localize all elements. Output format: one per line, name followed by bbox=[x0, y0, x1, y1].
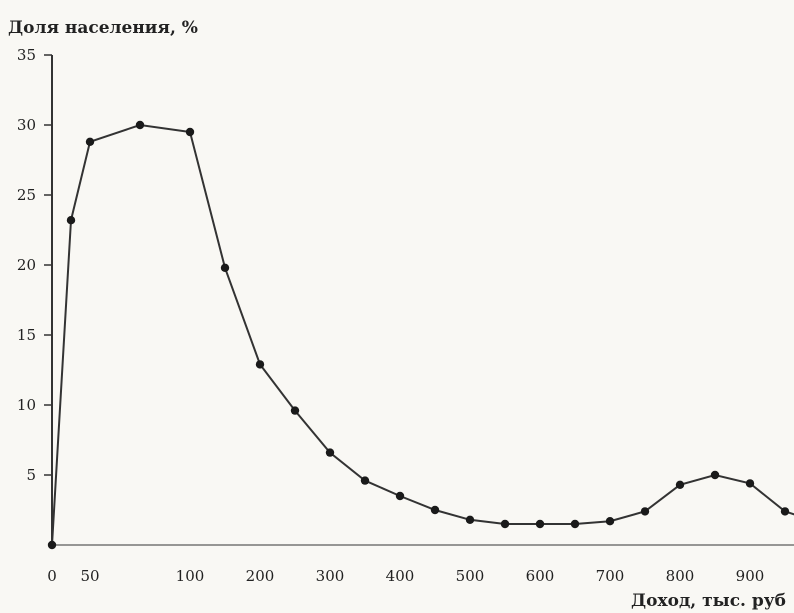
y-tick-label: 35 bbox=[17, 46, 36, 64]
data-point bbox=[675, 480, 685, 489]
y-tick-label: 5 bbox=[26, 466, 36, 484]
data-point bbox=[640, 507, 650, 516]
data-point bbox=[500, 519, 510, 529]
data-point bbox=[135, 120, 145, 130]
data-point bbox=[605, 517, 615, 526]
x-tick-label: 200 bbox=[246, 567, 275, 585]
x-tick-label: 800 bbox=[666, 567, 695, 585]
data-point bbox=[85, 137, 95, 146]
data-point bbox=[395, 491, 405, 501]
y-tick-label: 20 bbox=[17, 256, 36, 274]
x-tick-label: 0 bbox=[47, 567, 57, 585]
data-point bbox=[430, 505, 440, 515]
data-point bbox=[185, 127, 195, 137]
x-axis-title: Доход, тыс. руб bbox=[631, 591, 786, 611]
data-point bbox=[360, 476, 370, 485]
data-point bbox=[570, 519, 580, 529]
data-point bbox=[325, 448, 335, 457]
data-point bbox=[780, 507, 790, 516]
data-point bbox=[535, 519, 545, 529]
data-point bbox=[220, 263, 230, 272]
x-tick-label: 100 bbox=[176, 567, 205, 585]
x-tick-label: 600 bbox=[526, 567, 555, 585]
y-axis-ticks: 5 10 15 20 25 30 35 bbox=[17, 46, 52, 484]
x-tick-label: 500 bbox=[456, 567, 485, 585]
x-tick-label: 400 bbox=[386, 567, 415, 585]
x-tick-label: 50 bbox=[80, 567, 99, 585]
x-tick-label: 300 bbox=[316, 567, 345, 585]
data-point bbox=[465, 515, 475, 524]
data-point bbox=[255, 360, 265, 369]
data-point bbox=[745, 479, 755, 488]
data-points bbox=[47, 120, 790, 550]
data-point bbox=[710, 470, 720, 480]
x-axis-ticks: 0501002003004005006007008009001000 bbox=[47, 567, 765, 585]
data-point bbox=[47, 540, 57, 550]
data-point bbox=[66, 216, 76, 225]
y-tick-label: 10 bbox=[17, 396, 36, 414]
y-tick-label: 30 bbox=[17, 116, 36, 134]
data-point bbox=[290, 406, 300, 415]
y-axis-title: Доля населения, % bbox=[8, 18, 198, 38]
y-tick-label: 25 bbox=[17, 186, 36, 204]
y-tick-label: 15 bbox=[17, 326, 36, 344]
x-tick-label: 700 bbox=[596, 567, 625, 585]
x-tick-label: 900 bbox=[736, 567, 765, 585]
